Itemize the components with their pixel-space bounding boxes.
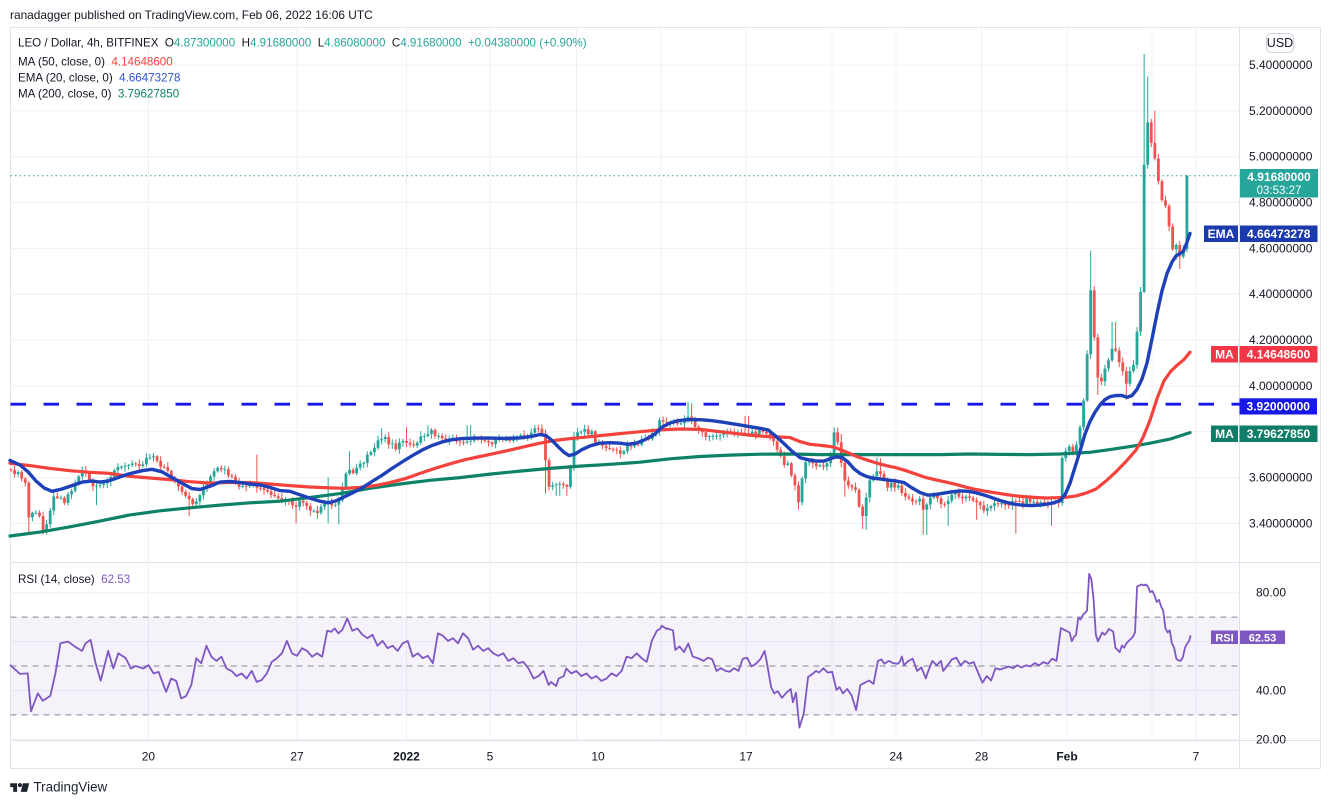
svg-text:2022: 2022 (393, 750, 420, 764)
svg-text:Feb: Feb (1056, 750, 1077, 764)
svg-text:4.60000000: 4.60000000 (1249, 241, 1313, 255)
svg-text:28: 28 (975, 750, 989, 764)
svg-text:62.53: 62.53 (1249, 632, 1277, 644)
svg-text:EMA (20, close, 0) 4.66473278: EMA (20, close, 0) 4.66473278 (18, 72, 180, 85)
svg-text:5: 5 (487, 750, 494, 764)
svg-text:EMA: EMA (1208, 227, 1235, 241)
svg-text:24: 24 (889, 750, 903, 764)
svg-text:4.91680000: 4.91680000 (1247, 170, 1311, 184)
svg-text:RSI: RSI (1215, 632, 1233, 644)
svg-text:5.20000000: 5.20000000 (1249, 104, 1313, 118)
svg-text:7: 7 (1193, 750, 1200, 764)
svg-text:4.66473278: 4.66473278 (1247, 227, 1311, 241)
svg-text:TradingView: TradingView (34, 780, 108, 795)
svg-text:MA: MA (1215, 347, 1234, 361)
svg-text:40.00: 40.00 (1256, 684, 1286, 698)
svg-text:5.00000000: 5.00000000 (1249, 150, 1313, 164)
svg-text:MA (200, close, 0) 3.79627850: MA (200, close, 0) 3.79627850 (18, 88, 179, 101)
svg-text:5.40000000: 5.40000000 (1249, 58, 1313, 72)
svg-text:USD: USD (1267, 36, 1293, 50)
svg-text:3.79627850: 3.79627850 (1247, 427, 1311, 441)
svg-text:20.00: 20.00 (1256, 732, 1286, 746)
svg-text:MA (50, close, 0) 4.14648600: MA (50, close, 0) 4.14648600 (18, 56, 173, 69)
svg-text:27: 27 (290, 750, 304, 764)
svg-text:ranadagger published on Tradin: ranadagger published on TradingView.com,… (10, 8, 373, 22)
svg-text:4.40000000: 4.40000000 (1249, 287, 1313, 301)
svg-text:80.00: 80.00 (1256, 586, 1286, 600)
svg-text:RSI (14, close) 62.53: RSI (14, close) 62.53 (18, 573, 130, 586)
svg-text:20: 20 (142, 750, 156, 764)
svg-text:3.60000000: 3.60000000 (1249, 471, 1313, 485)
svg-text:MA: MA (1215, 427, 1234, 441)
svg-text:4.14648600: 4.14648600 (1247, 347, 1311, 361)
svg-text:3.40000000: 3.40000000 (1249, 516, 1313, 530)
svg-text:3.92000000: 3.92000000 (1247, 400, 1311, 414)
svg-text:10: 10 (591, 750, 605, 764)
svg-text:4.80000000: 4.80000000 (1249, 196, 1313, 210)
svg-text:03:53:27: 03:53:27 (1257, 185, 1302, 197)
svg-text:4.00000000: 4.00000000 (1249, 379, 1313, 393)
svg-text:17: 17 (739, 750, 753, 764)
svg-text:4.20000000: 4.20000000 (1249, 333, 1313, 347)
svg-text:LEO / Dollar, 4h, BITFINEX O4: LEO / Dollar, 4h, BITFINEX O4.87300000 H… (18, 37, 587, 50)
